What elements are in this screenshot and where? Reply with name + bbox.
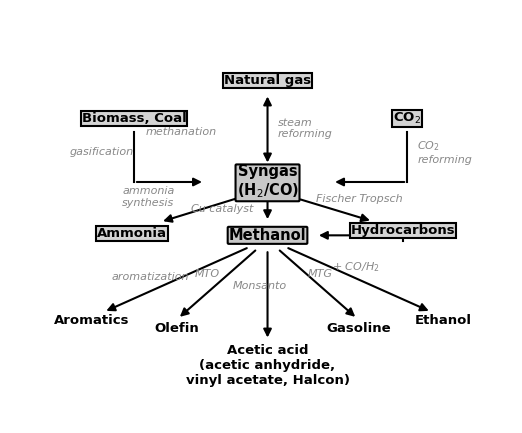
Text: Hydrocarbons: Hydrocarbons xyxy=(351,224,455,237)
Text: Gasoline: Gasoline xyxy=(326,322,391,335)
Text: MTO: MTO xyxy=(195,269,220,279)
Text: Biomass, Coal: Biomass, Coal xyxy=(81,112,186,125)
Text: + CO/H$_2$: + CO/H$_2$ xyxy=(333,260,380,274)
Text: Fischer Tropsch: Fischer Tropsch xyxy=(316,194,402,204)
Text: ammonia
synthesis: ammonia synthesis xyxy=(122,186,174,208)
Text: methanation: methanation xyxy=(146,127,217,137)
Text: steam
reforming: steam reforming xyxy=(278,118,333,139)
Text: aromatization: aromatization xyxy=(112,272,189,282)
Text: Monsanto: Monsanto xyxy=(233,281,287,291)
Text: Ethanol: Ethanol xyxy=(415,314,472,327)
Text: CO$_2$: CO$_2$ xyxy=(393,111,421,126)
Text: MTG: MTG xyxy=(308,269,333,279)
Text: Cu catalyst: Cu catalyst xyxy=(191,204,253,213)
Text: Methanol: Methanol xyxy=(229,228,306,243)
Text: Natural gas: Natural gas xyxy=(224,74,311,87)
Text: Ammonia: Ammonia xyxy=(97,227,167,240)
Text: Aromatics: Aromatics xyxy=(54,314,129,327)
Text: Syngas
(H$_2$/CO): Syngas (H$_2$/CO) xyxy=(236,164,299,200)
Text: Acetic acid
(acetic anhydride,
vinyl acetate, Halcon): Acetic acid (acetic anhydride, vinyl ace… xyxy=(185,344,350,387)
Text: gasification: gasification xyxy=(69,147,134,157)
Text: Olefin: Olefin xyxy=(154,322,199,335)
Text: CO$_2$
reforming: CO$_2$ reforming xyxy=(417,139,472,165)
